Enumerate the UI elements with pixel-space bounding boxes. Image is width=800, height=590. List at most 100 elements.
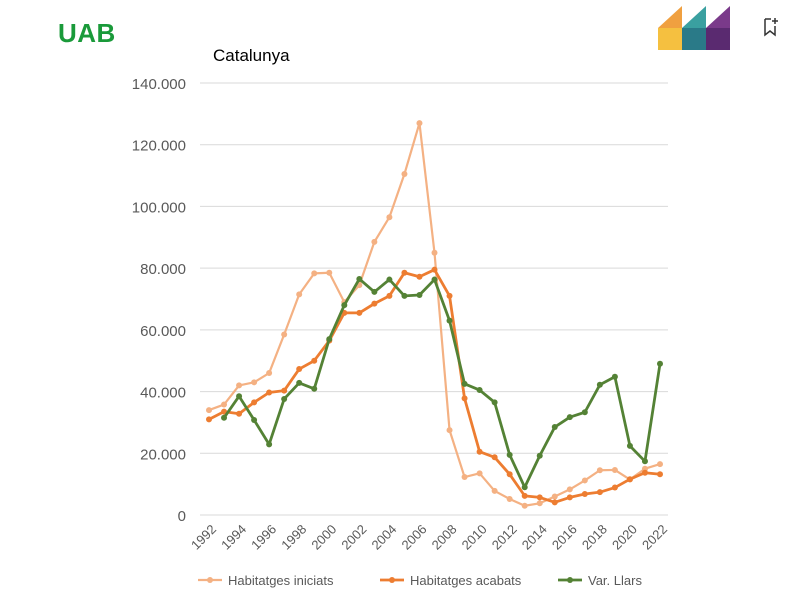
legend-marker — [207, 577, 213, 583]
data-point — [551, 493, 558, 500]
data-point — [266, 441, 273, 448]
data-point — [311, 385, 318, 392]
y-tick-label: 20.000 — [140, 446, 186, 463]
x-tick-label: 2012 — [489, 522, 520, 553]
legend-marker — [389, 577, 395, 583]
data-point — [476, 448, 483, 455]
data-point — [236, 410, 243, 417]
data-point — [431, 276, 438, 283]
data-point — [221, 408, 228, 415]
data-point — [446, 427, 453, 434]
data-point — [296, 291, 303, 298]
data-point — [236, 382, 243, 389]
data-point — [461, 474, 468, 481]
data-point — [281, 395, 288, 402]
x-tick-label: 2006 — [399, 522, 430, 553]
data-point — [581, 491, 588, 498]
uab-logo: UAB — [58, 18, 116, 48]
x-tick-label: 2000 — [308, 522, 339, 553]
data-point — [281, 331, 288, 338]
data-point — [416, 120, 423, 127]
data-point — [536, 494, 543, 501]
data-point — [221, 401, 228, 408]
data-point — [491, 454, 498, 461]
data-point — [521, 484, 528, 491]
data-point — [206, 407, 212, 414]
data-point — [506, 451, 513, 458]
data-point — [251, 399, 258, 406]
data-point — [611, 484, 618, 491]
data-point — [401, 292, 408, 299]
x-tick-label: 2004 — [368, 522, 399, 553]
data-point — [476, 387, 483, 394]
data-point — [416, 273, 423, 280]
data-point — [461, 395, 468, 402]
series-line-2 — [222, 277, 662, 489]
data-point — [611, 373, 618, 380]
x-tick-label: 2020 — [609, 522, 640, 553]
data-point — [371, 288, 378, 295]
data-point — [371, 300, 378, 307]
data-point — [657, 360, 663, 367]
series-line-1 — [208, 268, 661, 504]
data-point — [206, 416, 212, 423]
x-tick-label: 2008 — [429, 522, 460, 553]
data-point — [566, 486, 573, 493]
data-point — [371, 238, 378, 245]
data-point — [521, 492, 528, 499]
data-point — [251, 416, 258, 423]
data-point — [386, 292, 393, 299]
data-point — [296, 366, 303, 373]
x-tick-label: 2016 — [549, 522, 580, 553]
data-point — [536, 452, 543, 459]
y-tick-label: 0 — [178, 508, 186, 525]
data-point — [326, 336, 333, 343]
data-point — [506, 495, 513, 502]
data-point — [446, 317, 453, 324]
data-point — [251, 379, 258, 386]
y-tick-label: 80.000 — [140, 261, 186, 278]
data-point — [626, 442, 633, 449]
data-point — [521, 502, 528, 509]
data-point — [626, 476, 633, 483]
data-point — [491, 487, 498, 494]
y-tick-label: 60.000 — [140, 323, 186, 340]
data-point — [431, 249, 438, 256]
data-point — [431, 266, 438, 273]
series-line-0 — [208, 122, 661, 507]
data-point — [581, 409, 588, 416]
data-point — [657, 461, 663, 468]
y-tick-label: 120.000 — [132, 138, 186, 155]
x-tick-label: 1992 — [188, 522, 219, 553]
x-tick-label: 2010 — [459, 522, 490, 553]
x-tick-label: 1998 — [278, 522, 309, 553]
data-point — [401, 269, 408, 276]
legend-marker — [567, 577, 573, 583]
data-point — [596, 467, 603, 474]
data-point — [281, 387, 288, 394]
data-point — [326, 269, 333, 276]
data-point — [341, 302, 348, 309]
bookmark-add-icon[interactable] — [762, 16, 780, 38]
x-tick-label: 1994 — [218, 522, 249, 553]
data-point — [386, 276, 393, 283]
x-tick-label: 2014 — [519, 522, 550, 553]
x-tick-label: 1996 — [248, 522, 279, 553]
legend-label: Habitatges acabats — [410, 573, 522, 588]
y-tick-label: 40.000 — [140, 385, 186, 402]
data-point — [356, 309, 363, 316]
data-point — [401, 171, 408, 178]
data-point — [311, 357, 318, 364]
data-point — [551, 499, 558, 506]
data-point — [491, 399, 498, 406]
data-point — [581, 477, 588, 484]
y-tick-label: 140.000 — [132, 76, 186, 93]
data-point — [536, 500, 543, 507]
data-point — [311, 270, 318, 277]
data-point — [386, 214, 393, 221]
x-tick-label: 2022 — [639, 522, 670, 553]
data-point — [641, 469, 648, 476]
legend-label: Var. Llars — [588, 573, 642, 588]
data-point — [461, 380, 468, 387]
data-point — [566, 494, 573, 501]
